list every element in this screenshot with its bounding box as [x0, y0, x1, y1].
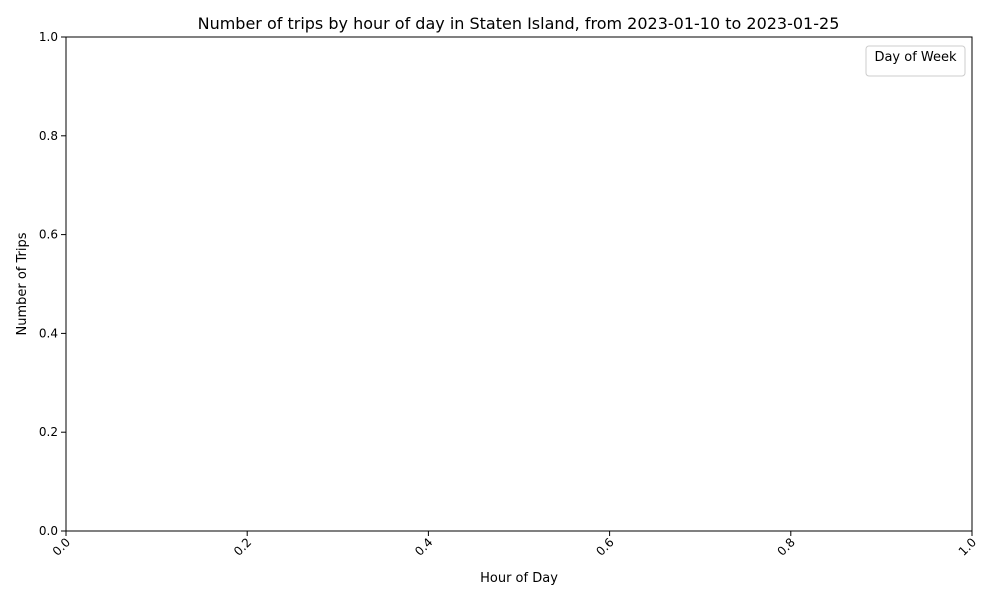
x-axis-label: Hour of Day [480, 571, 558, 586]
legend-box [865, 45, 966, 77]
y-axis-label: Number of Trips [15, 232, 30, 335]
y-axis: 0.0 0.2 0.4 0.6 0.8 1.0 [39, 30, 66, 538]
x-tick-label: 0.2 [231, 535, 254, 558]
x-tick-label: 0.6 [593, 535, 616, 558]
y-tick-label: 0.6 [39, 228, 58, 242]
y-tick-label: 0.8 [39, 129, 58, 143]
y-tick-label: 1.0 [39, 30, 58, 44]
chart-title: Number of trips by hour of day in Staten… [198, 14, 840, 33]
y-tick-label: 0.4 [39, 326, 58, 340]
plot-frame [65, 36, 973, 532]
x-tick-label: 1.0 [956, 535, 979, 558]
x-tick-label: 0.8 [775, 535, 798, 558]
y-tick-label: 0.2 [39, 425, 58, 439]
legend: Day of Week [865, 45, 966, 77]
legend-title: Day of Week [874, 50, 957, 65]
x-tick-label: 0.0 [50, 535, 73, 558]
x-tick-label: 0.4 [412, 535, 435, 558]
y-tick-label: 0.0 [39, 524, 58, 538]
x-axis: 0.0 0.2 0.4 0.6 0.8 1.0 [50, 531, 979, 559]
